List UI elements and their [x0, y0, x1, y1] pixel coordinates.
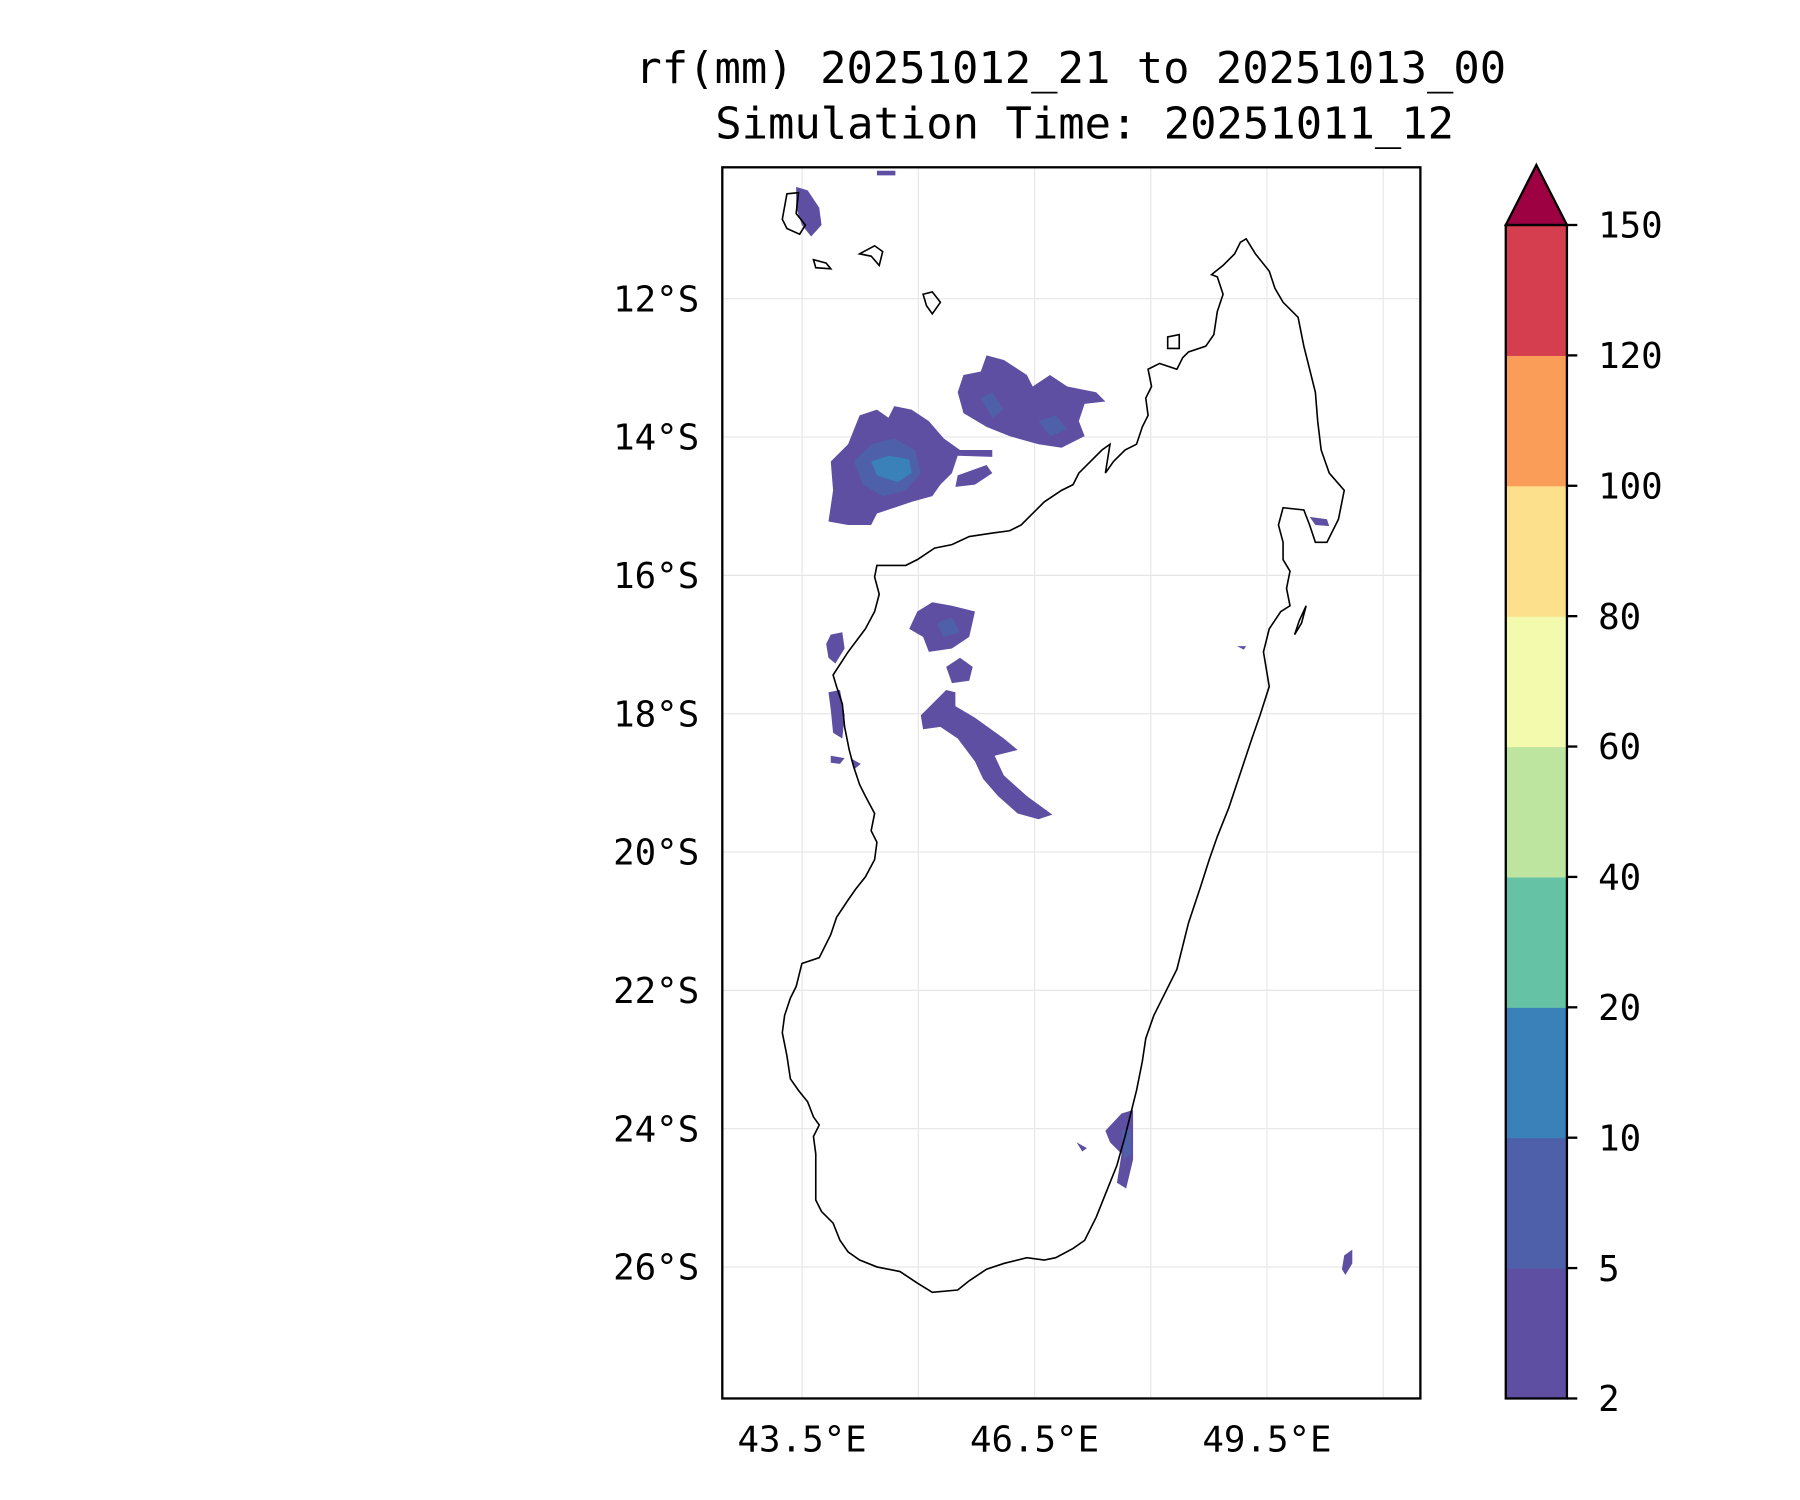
y-tick-label: 12°S — [613, 279, 699, 320]
rain-patch-offshore-east — [1236, 516, 1353, 1275]
x-tick-label: 46.5°E — [970, 1420, 1099, 1461]
rain-patch-small-blob — [946, 657, 973, 684]
colorbar-segment — [1505, 1007, 1567, 1139]
colorbar-tick-label: 10 — [1598, 1118, 1641, 1159]
rain-patch-north-band — [957, 355, 1106, 448]
nosy-be-coastline — [1166, 333, 1181, 350]
sainte-marie-coastline — [1293, 605, 1307, 636]
rain-patch-highlands-band — [920, 690, 1053, 820]
y-tick-label: 24°S — [613, 1109, 699, 1150]
colorbar-tick-label: 60 — [1598, 727, 1641, 768]
rain-patch-west-coast-strip — [826, 632, 861, 770]
x-tick-label: 49.5°E — [1202, 1420, 1331, 1461]
rain-patch-north-band-5mm — [980, 392, 1068, 437]
colorbar-segment — [1505, 225, 1567, 356]
mayotte-coastline — [922, 291, 942, 316]
coastline — [781, 191, 1346, 1294]
longitude-ticks: 43.5°E 46.5°E 49.5°E — [738, 1420, 1332, 1461]
rainfall-contours — [796, 170, 1353, 1275]
rain-patch-nw-cluster-10mm — [871, 455, 912, 483]
colorbar-segment — [1505, 746, 1567, 878]
latitude-ticks: 12°S 14°S 16°S 18°S 20°S 22°S 24°S 26°S — [613, 279, 699, 1288]
rain-patch-west-central-5mm — [936, 617, 960, 637]
colorbar-tick-label: 5 — [1598, 1249, 1620, 1290]
x-tick-label: 43.5°E — [738, 1420, 867, 1461]
colorbar-segment — [1505, 1268, 1567, 1400]
gridlines — [722, 167, 1421, 1399]
colorbar-segment — [1505, 616, 1567, 748]
chart-subtitle: Simulation Time: 20251011_12 — [715, 98, 1454, 149]
colorbar-segment — [1505, 876, 1567, 1008]
rain-patch-se-coast — [1076, 1110, 1134, 1189]
y-tick-label: 14°S — [613, 418, 699, 459]
colorbar-segment — [1505, 355, 1567, 487]
rain-patch-comoros — [796, 186, 822, 237]
y-tick-label: 20°S — [613, 833, 699, 874]
y-tick-label: 18°S — [613, 694, 699, 735]
grande-comore-coastline — [781, 191, 807, 236]
rain-patch-small-east — [955, 465, 993, 487]
chart-title: rf(mm) 20251012_21 to 20251013_00 — [635, 43, 1506, 94]
colorbar-tick-label: 100 — [1598, 466, 1663, 507]
colorbar-tick-label: 20 — [1598, 988, 1641, 1029]
map-frame — [721, 166, 1422, 1400]
colorbar-segment — [1505, 1137, 1567, 1269]
colorbar-frame — [1504, 223, 1569, 1400]
colorbar-tick-label: 120 — [1598, 336, 1663, 377]
y-tick-label: 22°S — [613, 971, 699, 1012]
colorbar-tick-label: 150 — [1598, 206, 1663, 247]
colorbar-tick-label: 2 — [1598, 1379, 1620, 1420]
anjouan-coastline — [857, 244, 884, 268]
colorbar-segment — [1505, 485, 1567, 617]
rain-patch-se-coast-5mm — [1121, 1128, 1131, 1160]
rain-patch-speck — [876, 170, 896, 176]
colorbar: 2 5 10 20 40 60 80 100 120 150 — [1503, 162, 1663, 1420]
y-tick-label: 16°S — [613, 556, 699, 597]
colorbar-tick-label: 80 — [1598, 597, 1641, 638]
moheli-coastline — [812, 258, 833, 270]
colorbar-extend-triangle — [1503, 162, 1569, 227]
madagascar-coastline — [781, 237, 1346, 1294]
y-tick-label: 26°S — [613, 1248, 699, 1289]
colorbar-tick-label: 40 — [1598, 858, 1641, 899]
